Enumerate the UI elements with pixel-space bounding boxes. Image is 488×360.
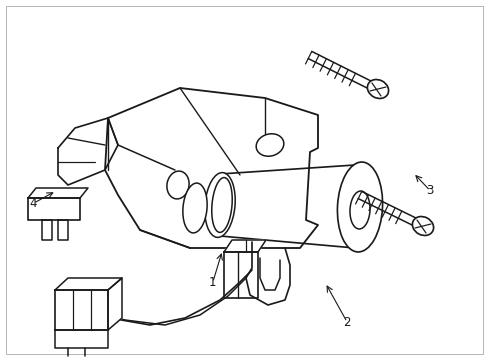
Polygon shape [224, 240, 265, 252]
Text: 2: 2 [343, 316, 350, 329]
Ellipse shape [411, 216, 433, 235]
Polygon shape [58, 220, 68, 240]
Polygon shape [108, 278, 122, 330]
Polygon shape [28, 188, 88, 198]
Polygon shape [55, 330, 108, 348]
Ellipse shape [183, 183, 207, 233]
Ellipse shape [211, 177, 232, 233]
Polygon shape [55, 278, 122, 290]
Polygon shape [42, 220, 52, 240]
Polygon shape [28, 198, 80, 220]
Text: 4: 4 [29, 197, 37, 210]
Polygon shape [55, 290, 108, 330]
Ellipse shape [256, 134, 283, 156]
Ellipse shape [366, 80, 388, 99]
Text: 3: 3 [426, 184, 433, 197]
Text: 1: 1 [208, 276, 216, 289]
Polygon shape [58, 118, 118, 185]
Polygon shape [105, 88, 317, 248]
Ellipse shape [349, 191, 369, 229]
Ellipse shape [337, 162, 382, 252]
Ellipse shape [204, 172, 235, 237]
Ellipse shape [166, 171, 189, 199]
Polygon shape [224, 252, 258, 298]
